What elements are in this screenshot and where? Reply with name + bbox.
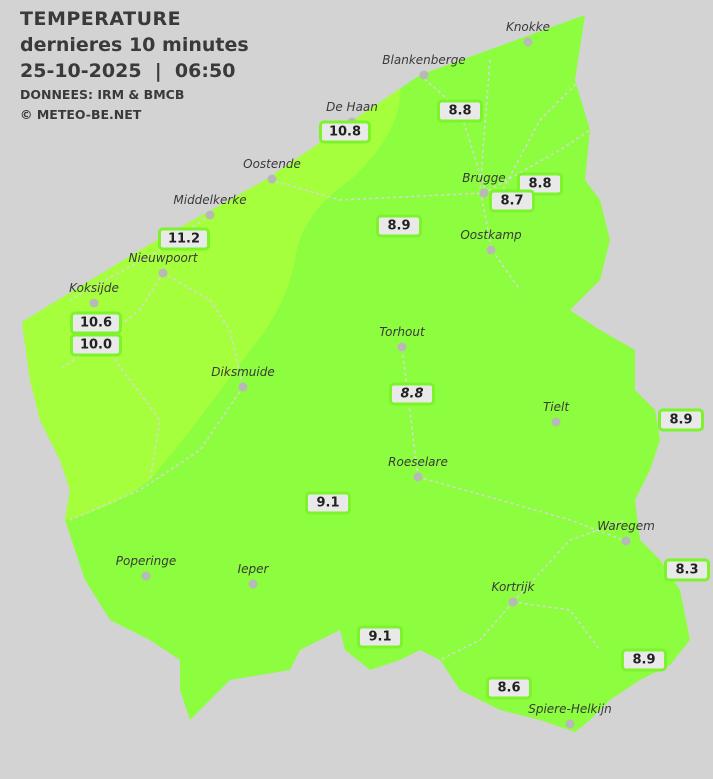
city-label: Waregem — [597, 519, 655, 533]
temperature-reading: 8.9 — [376, 214, 422, 238]
city-label: Knokke — [505, 20, 551, 34]
temperature-reading: 8.9 — [658, 408, 704, 432]
temperature-reading: 10.6 — [69, 311, 123, 335]
city-marker — [397, 342, 407, 352]
temperature-reading: 9.1 — [357, 625, 403, 649]
map-title: TEMPERATURE — [20, 8, 182, 30]
city-marker — [248, 579, 258, 589]
city-label: Nieuwpoort — [128, 251, 198, 265]
city-marker — [551, 417, 561, 427]
temperature-reading: 10.0 — [69, 333, 123, 357]
city-label: Ieper — [237, 562, 269, 576]
city-marker — [141, 571, 151, 581]
city-marker — [158, 268, 168, 278]
city-marker — [89, 298, 99, 308]
temperature-reading: 8.8 — [389, 382, 435, 406]
city-label: Brugge — [462, 171, 506, 185]
temperature-reading: 8.7 — [489, 189, 535, 213]
warm-zone — [22, 80, 401, 540]
city-marker — [486, 245, 496, 255]
city-label: Spiere-Helkijn — [528, 702, 612, 716]
city-label: Oostkamp — [460, 228, 522, 242]
city-marker — [205, 210, 215, 220]
city-label: Torhout — [379, 325, 425, 339]
temperature-reading: 8.8 — [437, 99, 483, 123]
city-marker — [267, 174, 277, 184]
temperature-reading: 9.1 — [305, 491, 351, 515]
city-marker — [523, 37, 533, 47]
temperature-reading: 10.8 — [318, 120, 372, 144]
city-marker — [508, 597, 518, 607]
city-label: De Haan — [326, 100, 378, 114]
city-label: Kortrijk — [491, 580, 535, 594]
city-marker — [621, 536, 631, 546]
city-marker — [565, 719, 575, 729]
city-label: Tielt — [542, 400, 570, 414]
copyright: © METEO-BE.NET — [20, 107, 142, 122]
city-marker — [479, 188, 489, 198]
temperature-reading: 8.9 — [621, 648, 667, 672]
city-label: Blankenberge — [382, 53, 466, 67]
city-marker — [413, 472, 423, 482]
map-datetime: 25-10-2025 | 06:50 — [20, 60, 236, 82]
city-marker — [419, 70, 429, 80]
temperature-reading: 8.3 — [664, 558, 710, 582]
city-label: Poperinge — [115, 554, 177, 568]
temperature-reading: 11.2 — [157, 227, 211, 251]
city-label: Middelkerke — [173, 193, 247, 207]
map-subtitle: dernieres 10 minutes — [20, 34, 249, 56]
city-label: Oostende — [243, 157, 301, 171]
data-source: DONNEES: IRM & BMCB — [20, 87, 185, 102]
city-marker — [238, 382, 248, 392]
city-label: Roeselare — [388, 455, 448, 469]
temperature-reading: 8.6 — [486, 676, 532, 700]
city-label: Koksijde — [69, 281, 119, 295]
city-label: Diksmuide — [211, 365, 275, 379]
